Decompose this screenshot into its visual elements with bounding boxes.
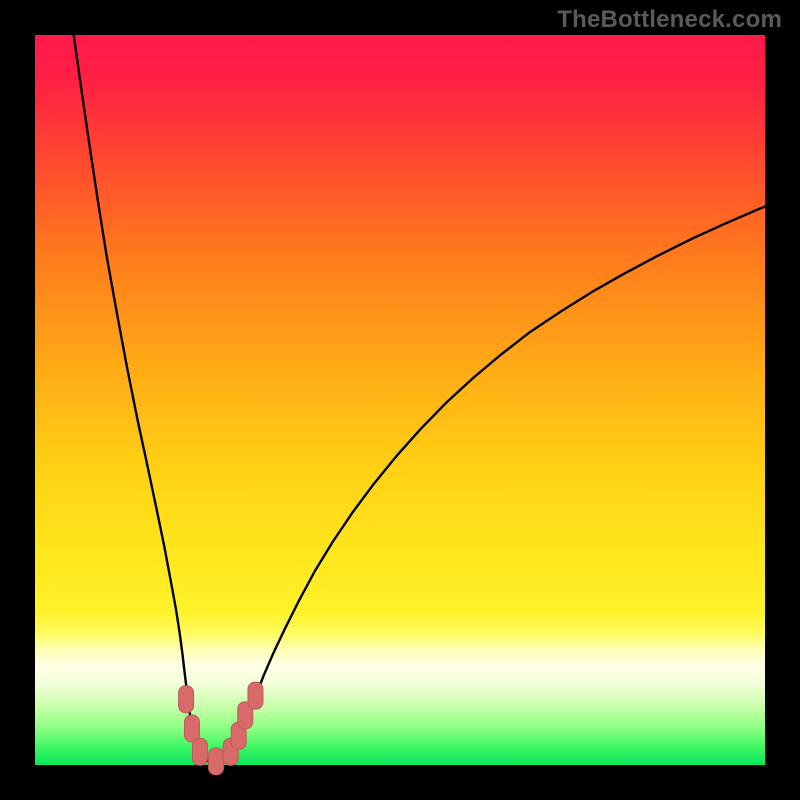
bottleneck-curve — [74, 35, 765, 763]
sensitivity-marker-0 — [179, 686, 194, 713]
sensitivity-marker-4 — [223, 738, 238, 765]
chart-svg-layer — [35, 35, 765, 765]
sensitivity-marker-2 — [192, 738, 207, 765]
sensitivity-marker-7 — [248, 682, 263, 709]
sensitivity-marker-3 — [209, 748, 224, 775]
watermark-label: TheBottleneck.com — [557, 6, 782, 34]
plot-area — [35, 35, 765, 765]
chart-container: TheBottleneck.com — [0, 0, 800, 800]
sensitivity-marker-5 — [231, 722, 246, 749]
sensitivity-marker-6 — [238, 702, 253, 729]
sensitivity-marker-1 — [184, 715, 199, 742]
